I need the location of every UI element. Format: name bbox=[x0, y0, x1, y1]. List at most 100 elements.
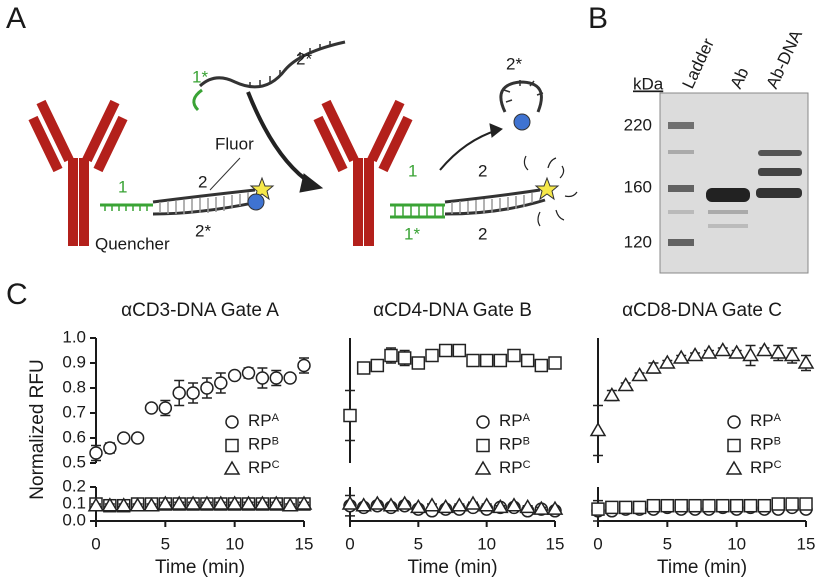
quencher bbox=[247, 193, 265, 211]
x-tick-label: 10 bbox=[727, 534, 746, 553]
marker bbox=[438, 343, 453, 358]
x-tick-label: 5 bbox=[663, 534, 672, 553]
leader-line bbox=[209, 157, 241, 191]
strand-label: 2 bbox=[478, 224, 487, 243]
marker bbox=[674, 498, 688, 513]
marker bbox=[297, 358, 311, 373]
marker bbox=[617, 377, 635, 392]
marker bbox=[533, 500, 550, 515]
marker bbox=[283, 371, 297, 385]
x-tick-label: 0 bbox=[345, 534, 354, 553]
legend-name-sup: B bbox=[272, 435, 279, 447]
x-axis-label: Time (min) bbox=[155, 557, 245, 578]
marker bbox=[452, 343, 467, 358]
strand-label: 2 bbox=[478, 161, 487, 180]
legend-name-sup: B bbox=[774, 435, 781, 447]
antibody bbox=[28, 99, 128, 246]
gel-marker: 220 bbox=[624, 115, 652, 134]
legend-marker bbox=[225, 438, 239, 453]
marker bbox=[341, 495, 359, 510]
marker bbox=[493, 353, 508, 368]
marker bbox=[743, 498, 758, 513]
y-tick-label: 0.2 bbox=[62, 476, 86, 495]
marker bbox=[425, 348, 439, 363]
marker bbox=[369, 495, 386, 510]
marker bbox=[742, 347, 759, 362]
marker bbox=[397, 351, 412, 365]
y-tick-label: 0.7 bbox=[62, 402, 86, 421]
legend-name: RP bbox=[248, 458, 272, 477]
marker bbox=[589, 422, 607, 437]
chart-title: αCD4-DNA Gate B bbox=[373, 300, 532, 321]
marker bbox=[130, 431, 145, 445]
legend-name-sup: A bbox=[523, 412, 531, 424]
panel-label: B bbox=[588, 2, 608, 35]
marker bbox=[144, 401, 159, 415]
marker bbox=[660, 498, 675, 513]
marker bbox=[769, 344, 787, 359]
legend-label: RPC bbox=[499, 458, 531, 477]
marker bbox=[451, 497, 468, 512]
legend-marker bbox=[225, 415, 239, 429]
marker bbox=[157, 495, 174, 510]
dna-strand bbox=[100, 40, 546, 219]
legend-name: RP bbox=[750, 435, 774, 454]
marker bbox=[437, 498, 454, 514]
strand-label: 2* bbox=[506, 54, 522, 73]
marker bbox=[198, 495, 216, 510]
marker bbox=[89, 446, 103, 460]
marker bbox=[729, 498, 744, 513]
legend-name: RP bbox=[248, 411, 272, 430]
marker bbox=[115, 497, 133, 512]
marker bbox=[269, 371, 284, 385]
y-tick-label: 0.1 bbox=[62, 493, 86, 512]
chart-title: αCD8-DNA Gate C bbox=[622, 300, 782, 321]
marker bbox=[605, 500, 619, 515]
marker bbox=[423, 497, 441, 512]
marker bbox=[603, 387, 621, 402]
marker bbox=[464, 495, 482, 510]
legend-marker bbox=[727, 438, 741, 453]
marker bbox=[411, 356, 426, 370]
marker bbox=[355, 497, 372, 512]
marker bbox=[129, 497, 146, 512]
marker bbox=[255, 371, 270, 385]
strand-label: 1 bbox=[118, 177, 127, 196]
legend-label: RPA bbox=[248, 411, 280, 430]
marker bbox=[783, 347, 801, 362]
marker bbox=[200, 381, 214, 395]
marker bbox=[343, 408, 357, 423]
marker bbox=[143, 497, 160, 512]
marker bbox=[534, 358, 549, 373]
gel-marker: 160 bbox=[624, 177, 652, 196]
marker bbox=[714, 342, 732, 357]
marker bbox=[384, 348, 398, 363]
x-tick-label: 0 bbox=[91, 534, 100, 553]
marker bbox=[797, 354, 815, 369]
marker bbox=[186, 386, 200, 400]
marker bbox=[396, 495, 413, 510]
y-tick-label: 0.6 bbox=[62, 427, 86, 446]
strand-label: 1* bbox=[404, 224, 420, 243]
gel-unit: kDa bbox=[633, 74, 664, 93]
x-tick-label: 15 bbox=[546, 534, 565, 553]
x-tick-label: 5 bbox=[414, 534, 423, 553]
marker bbox=[466, 353, 480, 368]
y-tick-label: 1.0 bbox=[62, 327, 86, 346]
marker bbox=[370, 358, 385, 373]
strand-label: 2* bbox=[195, 221, 211, 240]
marker bbox=[116, 431, 131, 445]
legend-name: RP bbox=[750, 458, 774, 477]
x-tick-label: 10 bbox=[477, 534, 496, 553]
quencher bbox=[513, 113, 531, 131]
y-axis-label: Normalized RFU bbox=[27, 359, 48, 499]
legend-label: RPB bbox=[750, 435, 781, 454]
legend-label: RPC bbox=[248, 458, 280, 477]
arrow bbox=[246, 91, 578, 227]
marker bbox=[700, 344, 718, 359]
strand-label: 2 bbox=[198, 172, 207, 191]
marker bbox=[757, 498, 772, 513]
marker bbox=[618, 500, 633, 515]
marker bbox=[728, 344, 745, 359]
legend-label: RPB bbox=[499, 435, 530, 454]
